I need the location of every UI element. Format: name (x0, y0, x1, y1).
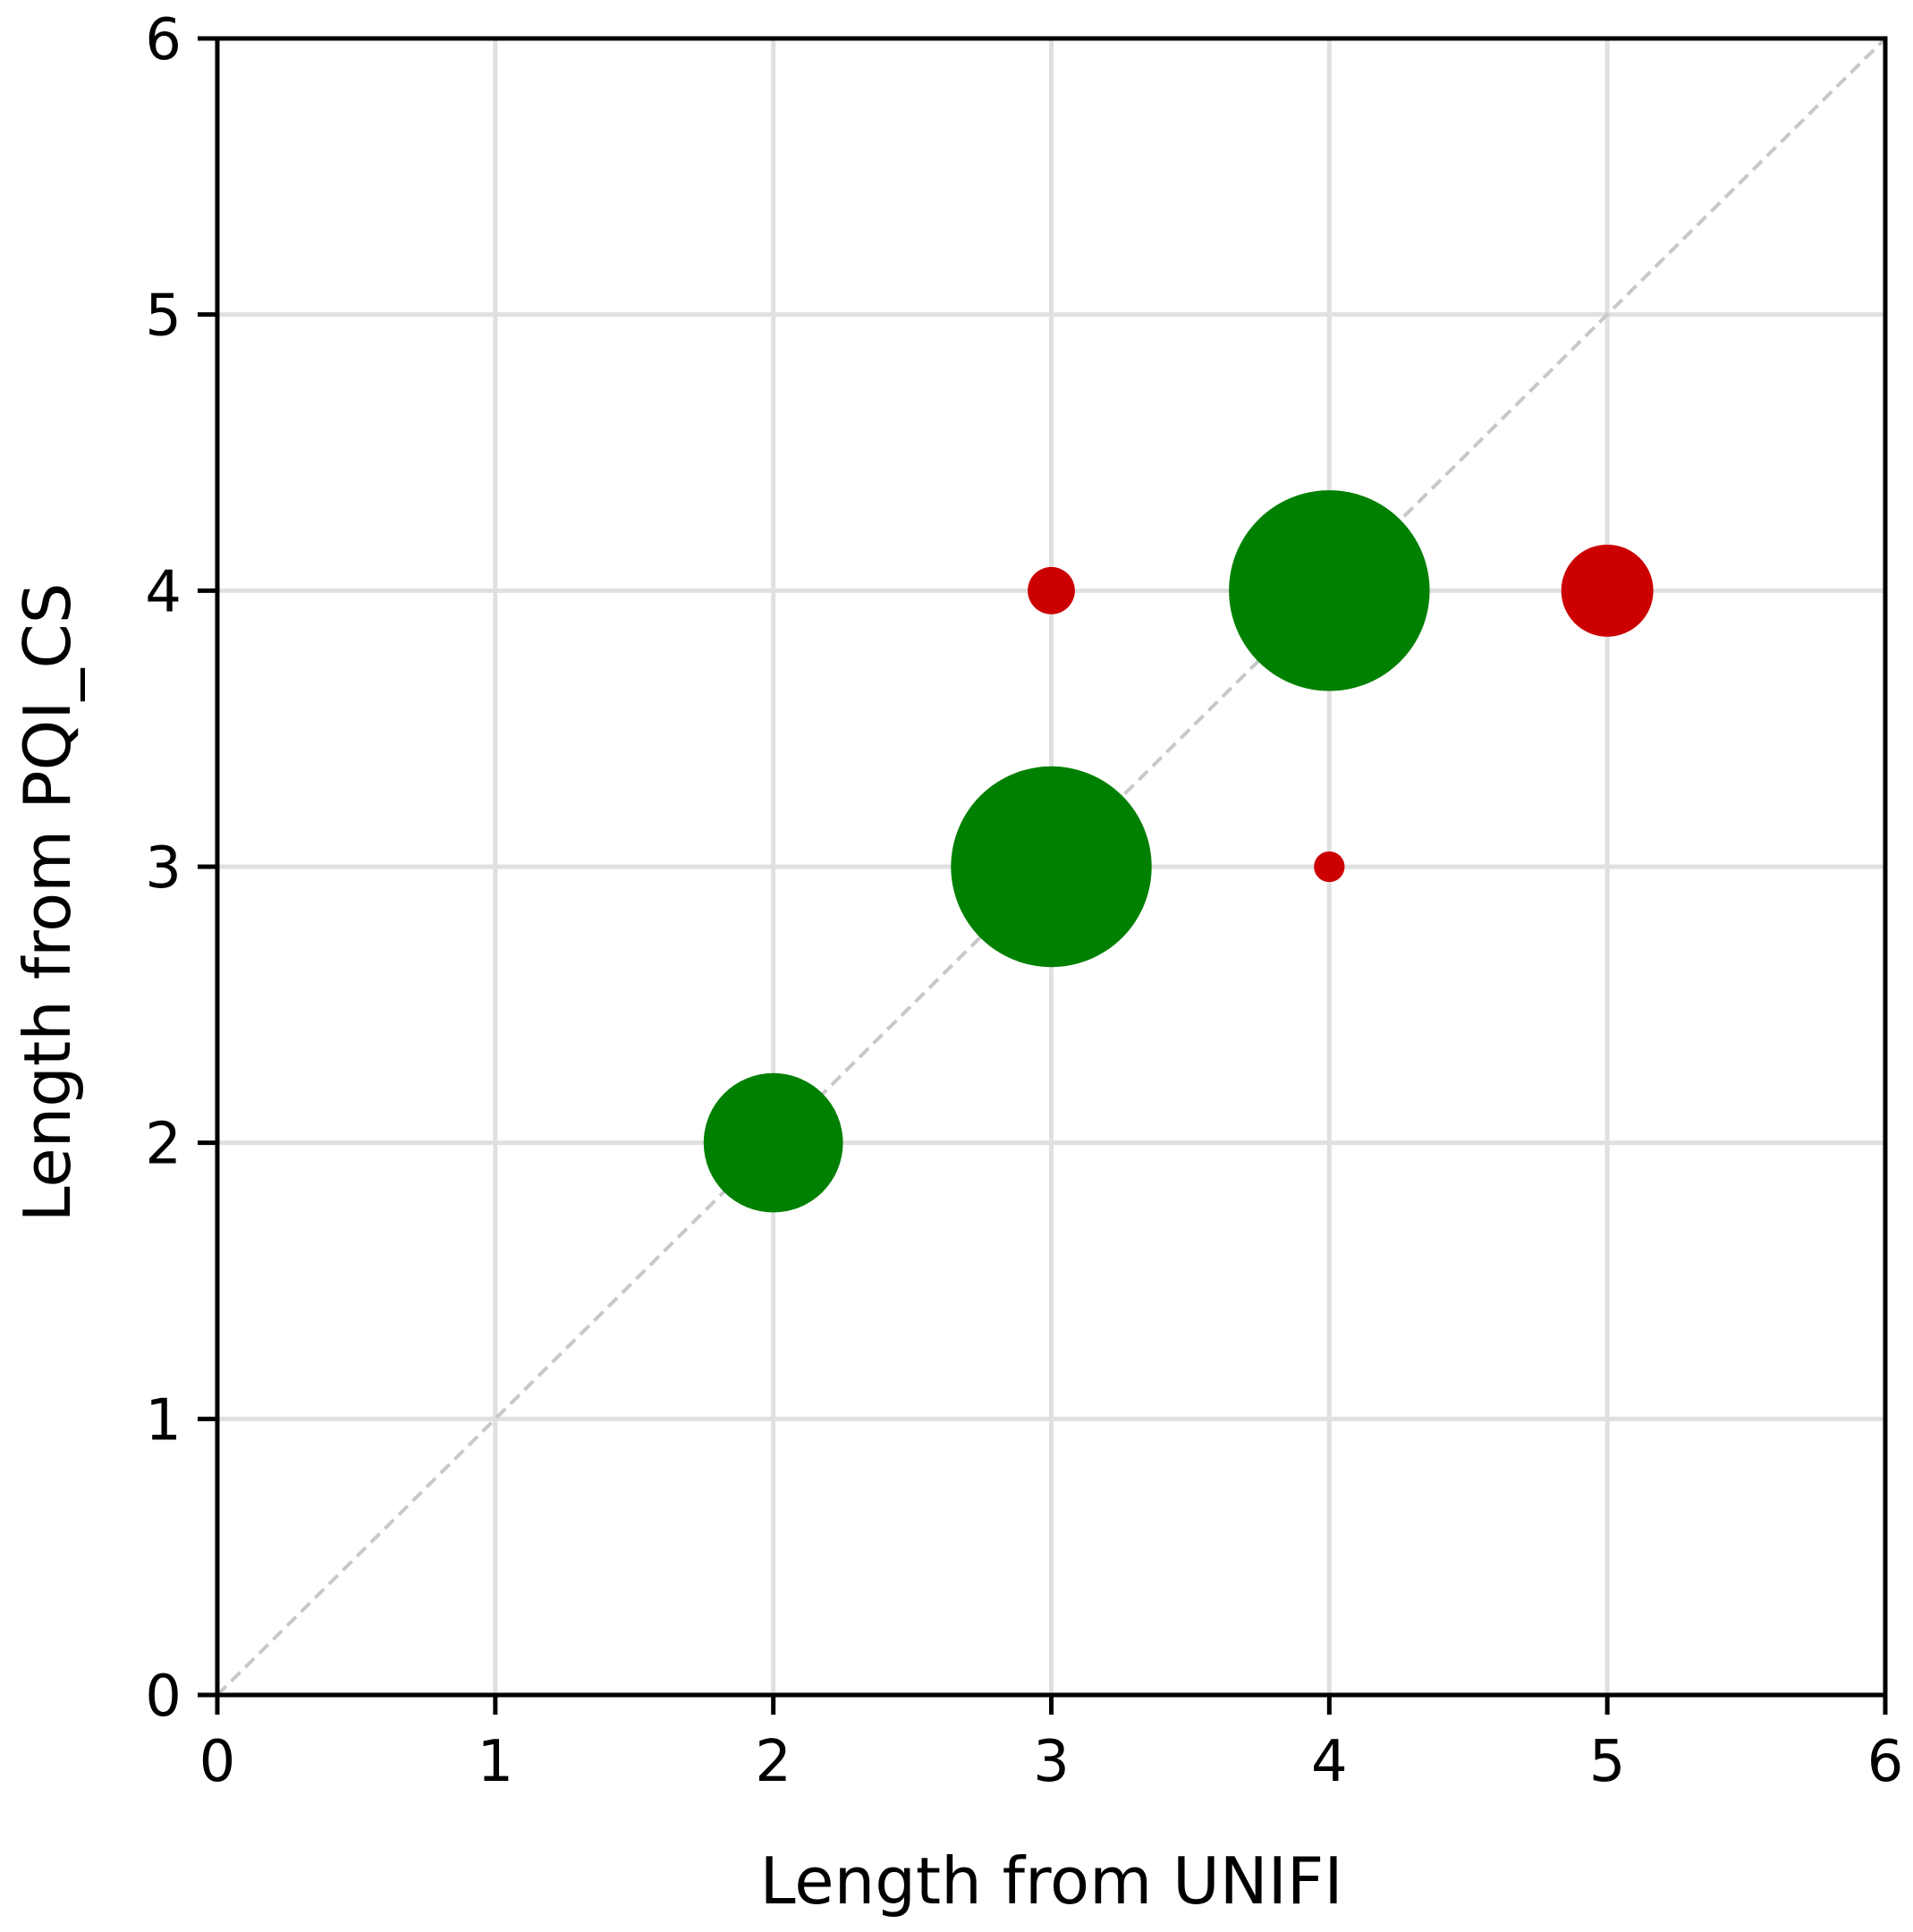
y-tick-label: 4 (145, 559, 182, 625)
y-tick-label: 3 (145, 835, 182, 902)
data-point (1229, 490, 1430, 691)
x-tick-label: 1 (477, 1729, 513, 1795)
data-point (1314, 851, 1345, 883)
x-axis-label: Length from UNIFI (759, 1843, 1342, 1919)
x-tick-label: 5 (1589, 1729, 1626, 1795)
y-tick-label: 5 (145, 284, 182, 350)
data-point (703, 1072, 843, 1213)
x-tick-label: 3 (1033, 1729, 1070, 1795)
y-tick-label: 2 (145, 1112, 182, 1178)
x-tick-label: 0 (199, 1729, 236, 1795)
data-point (1561, 544, 1654, 637)
axis-ticks: 0 1 2 3 4 5 6 0 1 2 3 4 5 6 (145, 7, 1903, 1795)
data-points (703, 490, 1654, 1213)
data-point (1028, 566, 1075, 614)
data-point (951, 766, 1152, 968)
x-tick-label: 2 (755, 1729, 791, 1795)
diagonal-reference-line (216, 37, 1887, 1697)
y-tick-label: 6 (145, 7, 182, 73)
y-tick-label: 1 (145, 1387, 182, 1453)
y-tick-label: 0 (145, 1664, 182, 1730)
x-tick-label: 6 (1867, 1729, 1904, 1795)
x-tick-label: 4 (1311, 1729, 1348, 1795)
y-axis-label: Length from PQI_CS (10, 583, 85, 1223)
